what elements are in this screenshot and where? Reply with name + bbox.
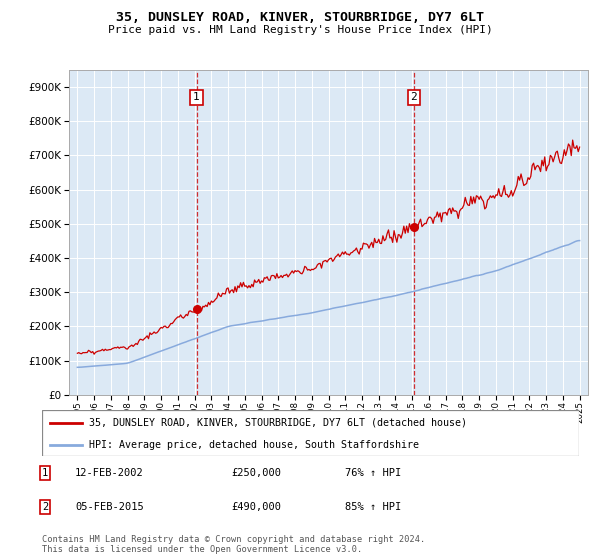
FancyBboxPatch shape xyxy=(42,410,579,456)
Text: 05-FEB-2015: 05-FEB-2015 xyxy=(75,502,144,512)
Text: 76% ↑ HPI: 76% ↑ HPI xyxy=(345,468,401,478)
Text: 85% ↑ HPI: 85% ↑ HPI xyxy=(345,502,401,512)
Text: HPI: Average price, detached house, South Staffordshire: HPI: Average price, detached house, Sout… xyxy=(89,440,419,450)
Text: 1: 1 xyxy=(42,468,48,478)
Text: 35, DUNSLEY ROAD, KINVER, STOURBRIDGE, DY7 6LT (detached house): 35, DUNSLEY ROAD, KINVER, STOURBRIDGE, D… xyxy=(89,418,467,428)
Text: 1: 1 xyxy=(193,92,200,102)
Text: 2: 2 xyxy=(42,502,48,512)
Text: £490,000: £490,000 xyxy=(231,502,281,512)
Text: Price paid vs. HM Land Registry's House Price Index (HPI): Price paid vs. HM Land Registry's House … xyxy=(107,25,493,35)
Text: 2: 2 xyxy=(410,92,417,102)
Text: Contains HM Land Registry data © Crown copyright and database right 2024.
This d: Contains HM Land Registry data © Crown c… xyxy=(42,535,425,554)
Text: £250,000: £250,000 xyxy=(231,468,281,478)
Text: 35, DUNSLEY ROAD, KINVER, STOURBRIDGE, DY7 6LT: 35, DUNSLEY ROAD, KINVER, STOURBRIDGE, D… xyxy=(116,11,484,24)
Text: 12-FEB-2002: 12-FEB-2002 xyxy=(75,468,144,478)
